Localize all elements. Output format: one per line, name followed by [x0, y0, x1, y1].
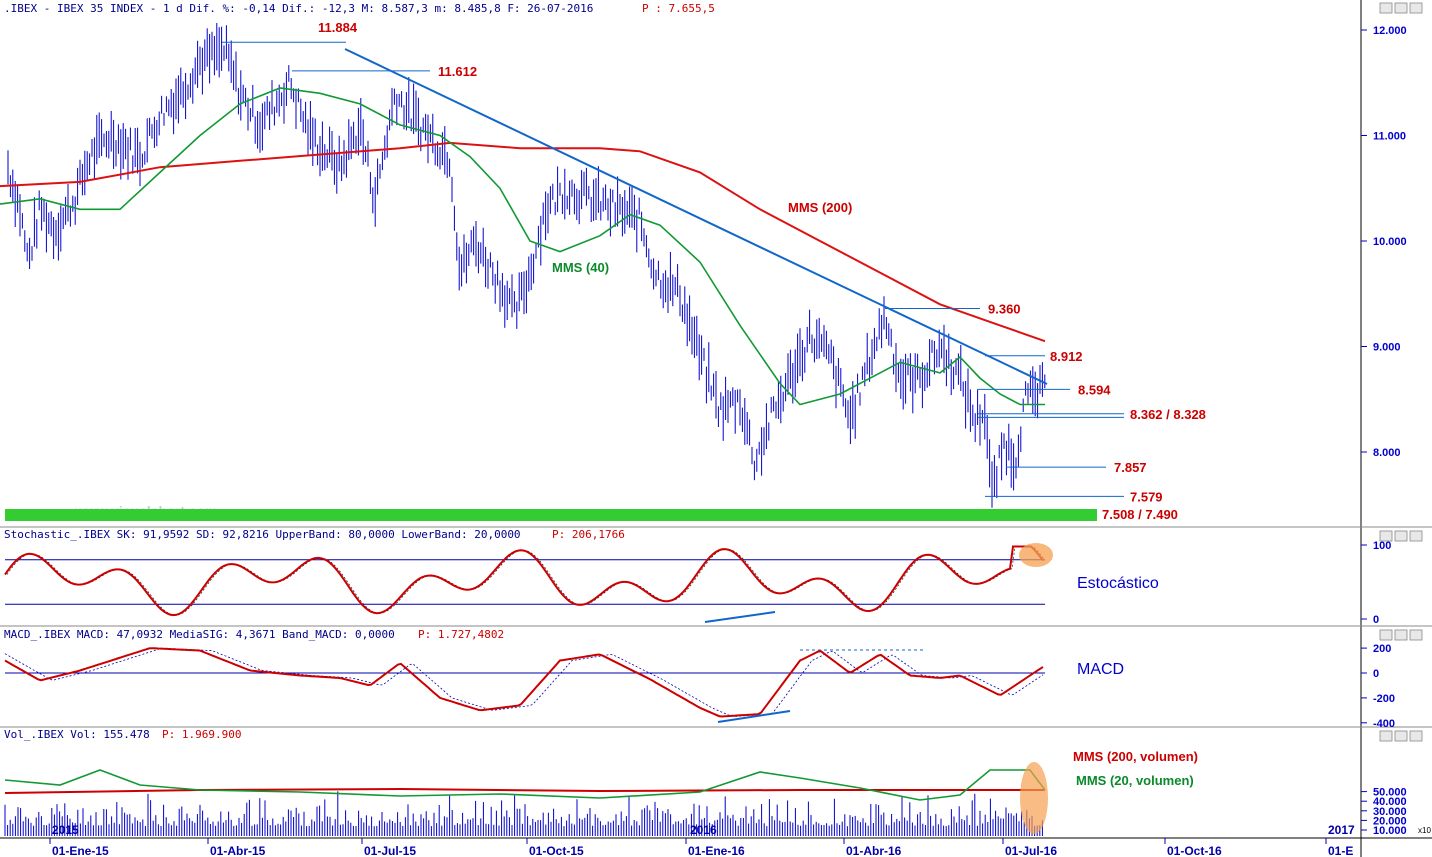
maximize-icon[interactable]: [1394, 530, 1408, 542]
stoch-window-buttons[interactable]: [1379, 530, 1423, 542]
level-label: 7.508 / 7.490: [1102, 507, 1178, 522]
vol-tick-label: 50.000: [1373, 787, 1407, 799]
vol-tick-label: 40.000: [1373, 796, 1407, 808]
close-icon[interactable]: [1409, 530, 1423, 542]
price-axis: 12.000 11.000 10.000 9.000 8.000: [1361, 25, 1407, 459]
vol-mms200-line: [4, 787, 1045, 794]
level-label: 8.362 / 8.328: [1130, 407, 1206, 422]
price-tick-label: 12.000: [1373, 25, 1407, 37]
stoch-tick-label: 100: [1373, 540, 1391, 552]
x-tick-label: 01-Jul-15: [364, 844, 416, 857]
price-tick-label: 11.000: [1373, 131, 1406, 143]
stoch-divergence: [704, 611, 776, 623]
close-icon[interactable]: [1409, 2, 1423, 14]
x-axis: 01-Ene-15 01-Abr-15 01-Jul-15 01-Oct-15 01-E…: [49, 823, 1355, 857]
x-tick-label: 01-Abr-16: [846, 844, 902, 857]
x-tick-label: 01-Ene-16: [688, 844, 745, 857]
vol-tick-label: 20.000: [1373, 815, 1407, 827]
main-header: .IBEX - IBEX 35 INDEX - 1 d Dif. %: -0,1…: [4, 2, 593, 15]
minimize-icon[interactable]: [1379, 530, 1393, 542]
x-tick-label: 01-Oct-15: [529, 844, 584, 857]
vol-header-extra: P: 1.969.900: [162, 728, 241, 741]
vol-tick-label: 10.000: [1373, 825, 1407, 837]
x-tick-label: 01-Oct-16: [1167, 844, 1222, 857]
support-band: [5, 509, 1097, 521]
year-label: 2015: [52, 823, 79, 837]
vol-mms20-line: [4, 769, 1046, 801]
minimize-icon[interactable]: [1379, 629, 1393, 641]
trendline: [344, 48, 1048, 385]
stochastic-panel: 100 0: [4, 540, 1391, 626]
close-icon[interactable]: [1409, 629, 1423, 641]
vol-highlight: [1020, 762, 1048, 834]
level-label: 7.579: [1130, 489, 1163, 504]
price-levels: 11.884 11.612 9.360 8.912 8.594 8.362 / 8.328…: [222, 20, 1206, 522]
macd-tick-label: -200: [1373, 693, 1395, 705]
ma-line-200: [0, 141, 1046, 343]
macd-divergence: [717, 710, 791, 723]
trend-line: [344, 48, 1048, 385]
price-tick-label: 9.000: [1373, 342, 1401, 354]
minimize-icon[interactable]: [1379, 2, 1393, 14]
close-icon[interactable]: [1409, 730, 1423, 742]
x-tick-label: 01-Abr-15: [210, 844, 266, 857]
level-label: 8.912: [1050, 349, 1083, 364]
price-bars: [7, 23, 1046, 508]
vol-scale: x10: [1418, 826, 1431, 835]
mms200-label: MMS (200): [788, 200, 852, 215]
price-tick-label: 10.000: [1373, 236, 1407, 248]
macd-line: [4, 647, 1044, 718]
minimize-icon[interactable]: [1379, 730, 1393, 742]
level-label: 8.594: [1078, 382, 1111, 397]
main-window-buttons[interactable]: [1379, 2, 1423, 14]
ma-line-40: [0, 87, 1045, 406]
vol-tick-label: 30.000: [1373, 806, 1407, 818]
year-label: 2017: [1328, 823, 1355, 837]
level-label: 11.612: [438, 64, 477, 79]
level-label: 11.884: [318, 20, 358, 35]
stoch-header: Stochastic_.IBEX SK: 91,9592 SD: 92,8216…: [4, 528, 521, 541]
main-header-extra: P : 7.655,5: [642, 2, 715, 15]
macd-tick-label: 200: [1373, 643, 1391, 655]
stoch-highlight: [1019, 543, 1053, 567]
vol-mms20-label: MMS (20, volumen): [1076, 773, 1194, 788]
macd-window-buttons[interactable]: [1379, 629, 1423, 641]
macd-header: MACD_.IBEX MACD: 47,0932 MediaSIG: 4,367…: [4, 628, 395, 641]
vol-window-buttons[interactable]: [1379, 730, 1423, 742]
moving-averages: [0, 87, 1046, 406]
maximize-icon[interactable]: [1394, 629, 1408, 641]
price-tick-label: 8.000: [1373, 447, 1401, 459]
mms40-label: MMS (40): [552, 260, 609, 275]
x-tick-label: 01-E: [1328, 844, 1353, 857]
stoch-sk-line: [4, 545, 1044, 617]
macd-title: MACD: [1077, 661, 1124, 678]
x-tick-label: 01-Ene-15: [52, 844, 109, 857]
maximize-icon[interactable]: [1394, 2, 1408, 14]
vol-mms200-label: MMS (200, volumen): [1073, 749, 1198, 764]
stoch-tick-label: 0: [1373, 614, 1379, 626]
x-tick-label: 01-Jul-16: [1005, 844, 1057, 857]
maximize-icon[interactable]: [1394, 730, 1408, 742]
macd-header-extra: P: 1.727,4802: [418, 628, 504, 641]
level-label: 9.360: [988, 302, 1021, 317]
macd-tick-label: 0: [1373, 668, 1379, 680]
year-label: 2016: [690, 823, 717, 837]
stoch-header-extra: P: 206,1766: [552, 528, 625, 541]
macd-panel: 200 0 -200 -400: [4, 643, 1395, 730]
macd-tick-label: -400: [1373, 718, 1395, 730]
stoch-title: Estocástico: [1077, 575, 1159, 592]
vol-header: Vol_.IBEX Vol: 155.478: [4, 728, 150, 741]
level-label: 7.857: [1114, 460, 1147, 475]
